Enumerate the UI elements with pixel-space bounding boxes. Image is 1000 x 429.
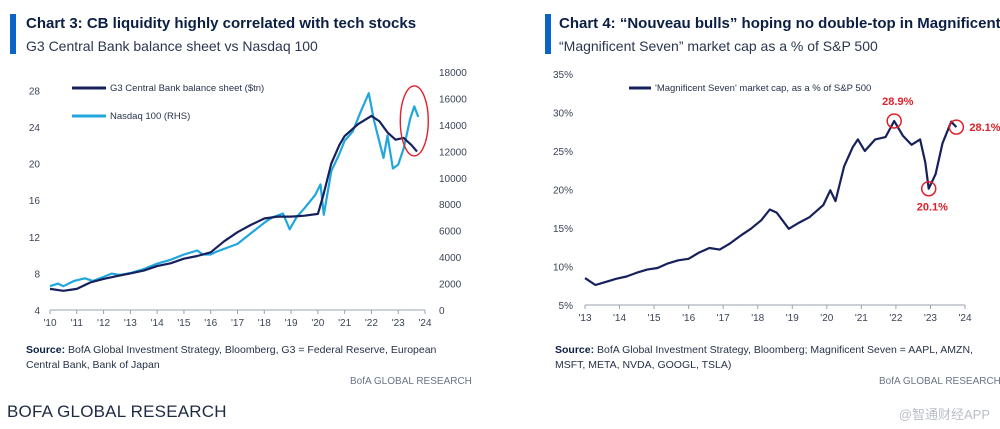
- x-tick-label: '18: [751, 313, 764, 324]
- x-tick-label: '23: [924, 313, 937, 324]
- chart3-brand: BofA GLOBAL RESEARCH: [350, 376, 472, 387]
- y-right-tick-label: 2000: [439, 280, 462, 291]
- annotation-circle: [920, 180, 937, 197]
- x-tick-label: '13: [578, 313, 591, 324]
- annotation-circle: [948, 119, 965, 135]
- x-tick-label: '19: [786, 313, 799, 324]
- y-left-tick-label: 4: [34, 306, 40, 317]
- y-left-tick-label: 20: [29, 160, 41, 171]
- y-right-tick-label: 18000: [439, 68, 467, 79]
- y-left-tick-label: 24: [29, 123, 41, 134]
- x-tick-label: '16: [682, 313, 695, 324]
- legend-label-nasdaq: Nasdaq 100 (RHS): [110, 111, 190, 122]
- x-tick-label: '22: [365, 318, 378, 329]
- y-right-tick-label: 14000: [439, 121, 467, 132]
- x-tick-label: '15: [177, 318, 190, 329]
- chart4-plot: '13 '14 '15 '16 '17 '18 '19 '20 '21 '22 '23 '24 5% 10…: [553, 70, 1000, 324]
- annotation-label: 20.1%: [917, 202, 948, 214]
- chart4-source: Source: BofA Global Investment Strategy,…: [555, 343, 995, 373]
- chart3-subtitle: G3 Central Bank balance sheet vs Nasdaq …: [26, 38, 318, 54]
- x-tick-label: '20: [820, 313, 833, 324]
- source-text: BofA Global Investment Strategy, Bloombe…: [555, 344, 973, 371]
- watermark: @智通财经APP: [898, 407, 990, 422]
- x-tick-label: '10: [43, 318, 56, 329]
- x-tick-label: '16: [204, 318, 217, 329]
- chart4-brand: BofA GLOBAL RESEARCH: [879, 376, 1000, 387]
- accent-bar: [10, 14, 16, 54]
- x-tick-label: '21: [855, 313, 868, 324]
- chart4-title: Chart 4: “Nouveau bulls” hoping no doubl…: [559, 15, 1000, 32]
- x-tick-label: '23: [392, 318, 405, 329]
- y-left-tick-label: 8: [34, 269, 40, 280]
- x-tick-label: '13: [124, 318, 137, 329]
- y-tick-label: 10%: [553, 263, 573, 274]
- annotation-label: 28.1%: [969, 122, 1000, 134]
- y-tick-label: 25%: [553, 147, 573, 158]
- x-tick-label: '11: [71, 318, 84, 329]
- y-right-tick-label: 6000: [439, 227, 462, 238]
- x-tick-label: '19: [285, 318, 298, 329]
- x-tick-label: '12: [97, 318, 110, 329]
- y-left-tick-label: 28: [29, 86, 41, 97]
- y-tick-label: 5%: [559, 301, 574, 312]
- x-tick-label: '17: [231, 318, 244, 329]
- g3-balance-sheet-series-line: [49, 114, 418, 292]
- accent-bar: [545, 14, 551, 54]
- source-label: Source:: [26, 344, 66, 356]
- chart3-title: Chart 3: CB liquidity highly correlated …: [26, 15, 417, 32]
- x-tick-label: '24: [958, 313, 971, 324]
- y-left-tick-label: 16: [29, 196, 41, 207]
- y-right-tick-label: 0: [439, 306, 445, 317]
- y-tick-label: 35%: [553, 70, 573, 81]
- source-label: Source:: [555, 344, 595, 356]
- source-text: BofA Global Investment Strategy, Bloombe…: [26, 344, 437, 371]
- x-tick-label: '14: [151, 318, 164, 329]
- chart3-source: Source: BofA Global Investment Strategy,…: [26, 343, 466, 373]
- x-tick-label: '20: [311, 318, 324, 329]
- y-right-tick-label: 12000: [439, 147, 467, 158]
- x-tick-label: '17: [717, 313, 730, 324]
- chart3-panel: Chart 3: CB liquidity highly correlated …: [0, 0, 480, 400]
- x-tick-label: '22: [889, 313, 902, 324]
- chart4-panel: Chart 4: “Nouveau bulls” hoping no doubl…: [545, 0, 1000, 400]
- legend-label-g3: G3 Central Bank balance sheet ($tn): [110, 83, 264, 94]
- chart3-plot: '10 '11 '12 '13 '14 '15 '16 '17 '18 '19 '20 '21 '22 '…: [29, 68, 467, 329]
- y-right-tick-label: 8000: [439, 200, 462, 211]
- x-tick-label: '24: [418, 318, 431, 329]
- x-tick-label: '14: [613, 313, 626, 324]
- chart4-subtitle: “Magnificent Seven” market cap as a % of…: [559, 38, 878, 54]
- y-left-tick-label: 12: [29, 233, 41, 244]
- y-tick-label: 30%: [553, 109, 573, 120]
- y-right-tick-label: 4000: [439, 253, 462, 264]
- mag7-series-line: [584, 119, 958, 287]
- y-right-tick-label: 10000: [439, 174, 467, 185]
- x-tick-label: '21: [338, 318, 351, 329]
- x-tick-label: '18: [258, 318, 271, 329]
- footer-brand: BOFA GLOBAL RESEARCH: [7, 402, 227, 421]
- y-tick-label: 15%: [553, 224, 573, 235]
- legend-label-mag7: 'Magnificent Seven' market cap, as a % o…: [655, 83, 871, 94]
- y-right-tick-label: 16000: [439, 94, 467, 105]
- highlight-circle: [399, 85, 429, 157]
- annotation-label: 28.9%: [882, 96, 913, 108]
- annotation-circle: [886, 113, 902, 129]
- x-tick-label: '15: [648, 313, 661, 324]
- y-tick-label: 20%: [553, 186, 573, 197]
